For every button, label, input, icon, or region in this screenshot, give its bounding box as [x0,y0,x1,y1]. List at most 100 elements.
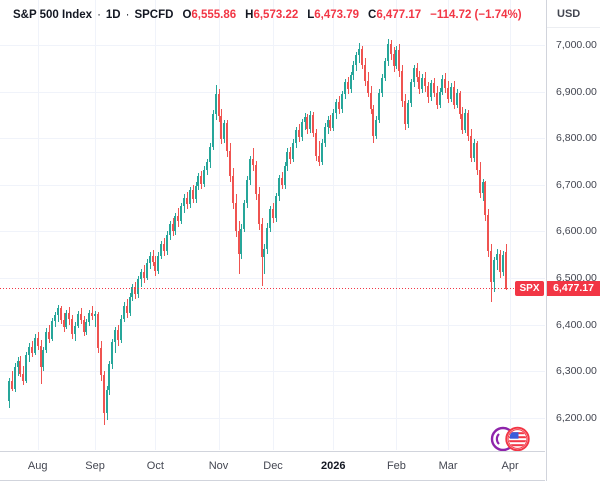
candle-down [261,224,263,257]
candle-down [393,54,395,66]
candle-down [134,287,136,294]
candle-up [8,381,10,401]
candle-up [275,196,277,218]
interval-label[interactable]: 1D [105,9,121,21]
time-scale[interactable]: Aug Sep Oct Nov Dec 2026 Feb Mar Apr [0,451,545,481]
candle-down [60,308,62,320]
candle-up [140,272,142,279]
market-label[interactable]: SPCFD [134,9,174,21]
candle-up [341,94,343,109]
candle-up [358,49,360,55]
candle-down [361,49,363,65]
last-price-label: 6,477.17 [547,281,600,297]
candle-up [473,143,475,158]
sp500-usflag-icon [490,426,530,452]
candle-up [502,255,504,272]
candle-wick [319,141,320,166]
candle-down [63,320,65,327]
candle-down [22,374,24,381]
candle-down [103,375,105,413]
candle-up [34,338,36,353]
separator-dot: · [97,9,101,21]
time-tick-label: Aug [27,460,48,472]
candle-down [143,272,145,278]
candle-up [430,83,432,97]
candle-up [309,115,311,129]
candle-down [416,68,418,77]
candle-up [203,170,205,184]
candle-up [387,44,389,61]
candle-up [375,120,377,136]
candle-down [163,244,165,251]
candle-up [304,117,306,122]
candle-up [324,127,326,143]
candle-up [263,249,265,257]
candle-up [85,322,87,332]
candle-up [28,347,30,355]
candle-up [407,103,409,124]
candle-up [378,93,380,120]
ohlc-open: O6,555.86 [182,9,236,21]
chart-pane[interactable] [0,0,545,450]
candle-up [327,120,329,127]
candle-up [450,87,452,99]
candle-down [390,44,392,54]
separator-dot: · [125,9,130,21]
candle-down [370,93,372,109]
candle-up [183,198,185,206]
candle-down [48,332,50,339]
candle-wick [95,311,96,327]
time-tick-label: Dec [263,460,283,472]
ohlc-value: 6,555.86 [191,9,237,21]
candle-up [146,263,148,278]
candle-down [220,116,222,139]
candle-up [137,279,139,294]
price-tick-label: 6,500.00 [556,272,597,284]
candle-up [65,313,67,327]
price-tick-label: 7,000.00 [556,39,597,51]
candle-down [31,347,33,353]
candle-up [456,93,458,105]
candle-down [433,83,435,93]
candle-down [306,117,308,129]
candle-down [177,216,179,221]
time-tick-label: Apr [501,460,519,472]
candle-down [11,381,13,389]
candle-up [17,361,19,367]
price-tick-label: 6,700.00 [556,178,597,191]
candle-down [470,136,472,158]
candle-down [255,165,257,194]
candle-down [398,50,400,71]
candle-down [312,115,314,133]
symbol-name[interactable]: S&P 500 Index [13,9,93,21]
candle-up [240,229,242,254]
candle-up [413,68,415,82]
candle-down [71,319,73,334]
candle-up [249,159,251,180]
candle-up [195,186,197,199]
candle-down [484,182,486,215]
ohlc-key: C [368,9,377,21]
candle-down [298,130,300,137]
candle-down [505,252,507,289]
candlestick-plot[interactable] [0,0,545,450]
price-scale[interactable]: USD 6,477.17 7,000.00 6,900.00 6,800.00 6,7… [546,0,600,481]
ohlc-value: 6,477.17 [376,9,422,21]
candle-down [490,251,492,282]
candle-down [424,78,426,86]
symbol-logo[interactable] [489,424,533,454]
candle-down [364,65,366,81]
candle-up [344,82,346,94]
candle-down [68,313,70,319]
candle-up [384,61,386,78]
ohlc-low: L6,473.79 [307,9,359,21]
candle-up [197,176,199,186]
candle-up [166,235,168,251]
price-tick-label: 6,600.00 [556,225,597,238]
candle-down [80,314,82,320]
candle-down [192,190,194,199]
candle-up [464,113,466,130]
candle-up [381,78,383,93]
candle-up [212,114,214,147]
currency-toggle[interactable]: USD [547,0,600,28]
